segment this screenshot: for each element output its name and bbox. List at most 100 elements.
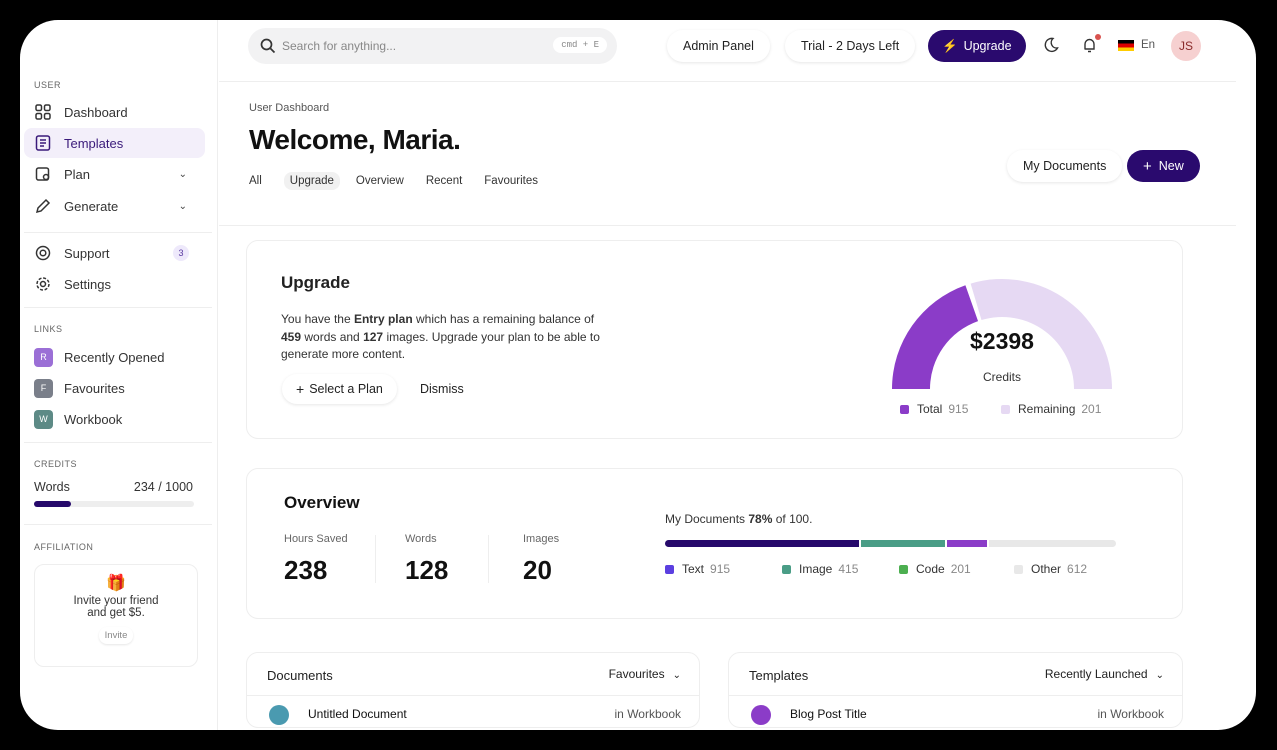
dismiss-button[interactable]: Dismiss	[420, 382, 464, 396]
sidebar-item-generate[interactable]: Generate ⌄	[24, 191, 205, 221]
usage-segment	[947, 540, 988, 547]
link-label: Recently Opened	[64, 349, 165, 365]
new-label: New	[1158, 159, 1184, 173]
upgrade-label: Upgrade	[963, 39, 1012, 53]
link-recently-opened[interactable]: R Recently Opened	[24, 342, 205, 372]
legend-text: Text 915	[665, 562, 730, 576]
tab-bar: All Upgrade Overview Recent Favourites	[243, 172, 554, 190]
link-label: Workbook	[64, 411, 123, 427]
lightning-icon: ⚡	[942, 38, 958, 53]
upgrade-card: Upgrade You have the Entry plan which ha…	[246, 240, 1183, 439]
notification-dot	[1095, 34, 1101, 40]
chevron-down-icon: ⌄	[178, 168, 187, 180]
templates-card: Templates Recently Launched ⌄ Blog Post T…	[728, 652, 1183, 728]
divider	[24, 524, 212, 525]
divider	[375, 535, 376, 583]
tab-overview[interactable]: Overview	[355, 175, 404, 187]
top-bar: Search for anything... cmd + E Admin Pane…	[219, 20, 1236, 82]
gauge-label: Credits	[982, 370, 1021, 384]
usage-segment	[665, 540, 859, 547]
divider	[24, 232, 212, 233]
grid-icon	[34, 103, 52, 121]
upgrade-button[interactable]: ⚡ Upgrade	[928, 30, 1026, 62]
search-input[interactable]: Search for anything... cmd + E	[248, 28, 617, 64]
card-title: Templates	[749, 668, 809, 683]
document-name[interactable]: Untitled Document	[308, 707, 407, 721]
section-label: LINKS	[34, 324, 63, 334]
divider	[24, 442, 212, 443]
section-label: USER	[34, 80, 62, 90]
template-name[interactable]: Blog Post Title	[790, 707, 867, 721]
stat-hours-saved: Hours Saved 238	[284, 533, 348, 585]
sidebar-item-plan[interactable]: Plan ⌄	[24, 159, 205, 189]
sidebar-item-label: Generate	[64, 198, 119, 214]
new-button[interactable]: + New	[1127, 150, 1200, 182]
pen-icon	[34, 197, 52, 215]
avatar[interactable]: JS	[1171, 31, 1201, 61]
stat-images: Images 20	[523, 533, 560, 585]
sidebar: USER Dashboard Templates Plan ⌄ Generate ⌄…	[20, 20, 218, 730]
sidebar-item-label: Dashboard	[64, 104, 128, 120]
template-location: in Workbook	[1097, 707, 1164, 721]
select-plan-button[interactable]: + Select a Plan	[282, 374, 397, 404]
legend-remaining: Remaining 201	[1001, 402, 1101, 416]
divider	[488, 535, 489, 583]
sidebar-item-label: Templates	[64, 135, 124, 151]
credits-label: Words	[34, 480, 70, 494]
link-favourites[interactable]: F Favourites	[24, 373, 205, 403]
admin-panel-button[interactable]: Admin Panel	[667, 30, 770, 62]
usage-segment	[860, 540, 946, 547]
gift-icon: 🎁	[106, 575, 126, 592]
tab-upgrade[interactable]: Upgrade	[283, 172, 340, 190]
document-location: in Workbook	[614, 707, 681, 721]
overview-card: Overview Hours Saved 238 Words 128 Images 2…	[246, 468, 1183, 619]
document-icon	[34, 134, 52, 152]
page-title: Welcome, Maria.	[249, 124, 461, 155]
tab-favourites[interactable]: Favourites	[484, 175, 538, 187]
documents-usage-text: My Documents 78% of 100.	[665, 512, 813, 526]
chevron-down-icon: ⌄	[1155, 670, 1164, 681]
tab-recent[interactable]: Recent	[425, 175, 463, 187]
credits-value: 234 / 1000	[133, 480, 193, 494]
card-title: Upgrade	[281, 273, 350, 292]
sidebar-item-settings[interactable]: Settings	[24, 269, 205, 299]
search-icon	[260, 38, 276, 54]
shortcut-hint: cmd + E	[553, 37, 607, 53]
language-selector[interactable]: En	[1118, 39, 1155, 51]
my-documents-button[interactable]: My Documents	[1007, 150, 1123, 182]
section-label: AFFILIATION	[34, 542, 94, 552]
bell-icon[interactable]	[1081, 34, 1101, 59]
link-avatar: W	[34, 409, 53, 429]
upgrade-description: You have the Entry plan which has a rema…	[281, 312, 600, 361]
sidebar-item-templates[interactable]: Templates	[24, 128, 205, 158]
main-content: User Dashboard Welcome, Maria. All Upgrad…	[219, 82, 1236, 730]
documents-card: Documents Favourites ⌄ Untitled Document …	[246, 652, 700, 728]
lifebuoy-icon	[34, 244, 52, 262]
link-workbook[interactable]: W Workbook	[24, 404, 205, 434]
plus-icon: +	[296, 381, 305, 397]
invite-text: Invite your friend	[73, 595, 159, 607]
invite-card: 🎁 Invite your friend and get $5. Invite	[34, 564, 198, 667]
templates-filter-dropdown[interactable]: Recently Launched ⌄	[1044, 667, 1164, 681]
card-title: Documents	[267, 668, 333, 683]
gauge-segment	[970, 279, 1112, 389]
gauge-segment	[892, 285, 979, 389]
documents-filter-dropdown[interactable]: Favourites ⌄	[608, 667, 681, 681]
divider	[219, 225, 1236, 226]
invite-button[interactable]: Invite	[99, 627, 134, 644]
section-label: CREDITS	[34, 459, 78, 469]
link-avatar: F	[34, 378, 53, 398]
sidebar-item-support[interactable]: Support 3	[24, 238, 205, 268]
legend-image: Image 415	[782, 562, 858, 576]
gear-icon	[34, 275, 52, 293]
tab-all[interactable]: All	[249, 175, 262, 187]
app-window: USER Dashboard Templates Plan ⌄ Generate ⌄…	[20, 20, 1256, 730]
template-avatar	[751, 705, 771, 725]
sidebar-item-dashboard[interactable]: Dashboard	[24, 97, 205, 127]
legend-code: Code 201	[899, 562, 971, 576]
documents-usage-bar	[665, 540, 1116, 547]
plus-icon: +	[1143, 157, 1152, 175]
gauge-value: $2398	[970, 328, 1034, 354]
trial-button[interactable]: Trial - 2 Days Left	[785, 30, 916, 62]
moon-icon[interactable]	[1043, 37, 1059, 58]
